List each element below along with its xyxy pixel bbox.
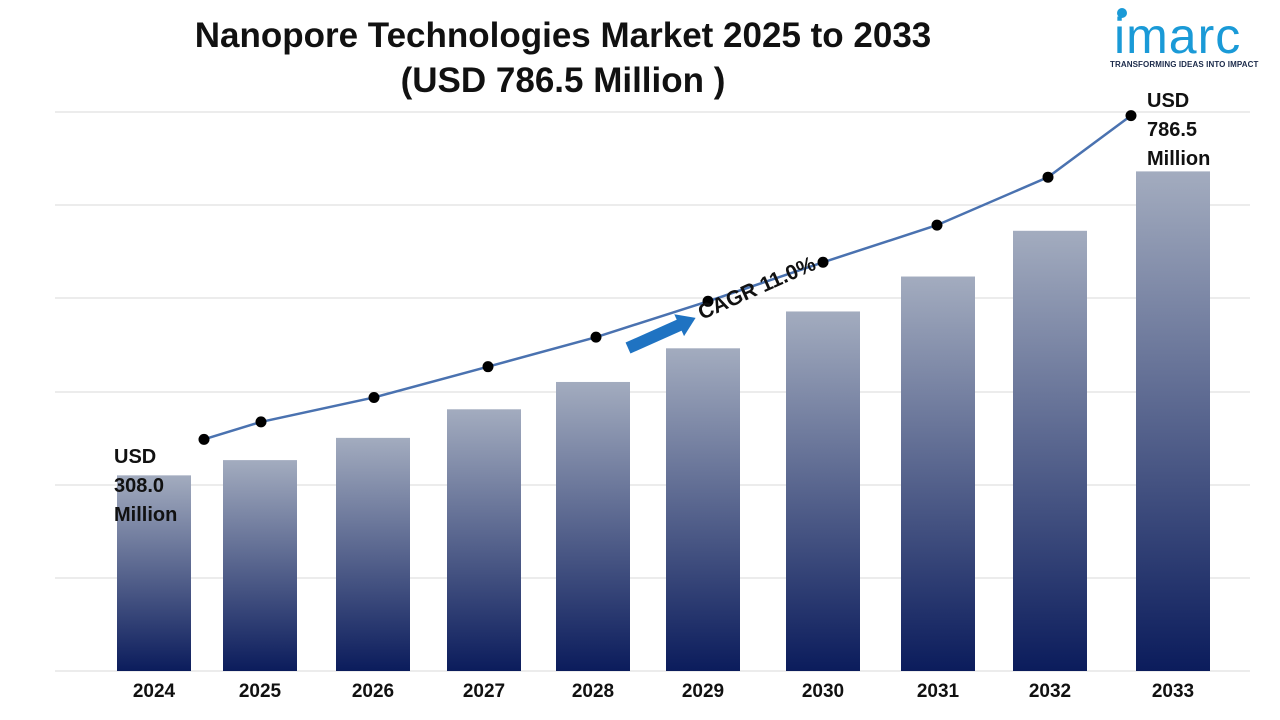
x-tick-label: 2033: [1152, 681, 1194, 702]
x-tick-label: 2025: [239, 681, 282, 702]
data-point: [817, 256, 829, 268]
x-tick-labels: 2024 2025 2026 2027 2028 2029 2030 2031 2032 2033: [133, 681, 1194, 702]
bar: [1013, 230, 1087, 671]
x-tick-label: 2032: [1029, 681, 1071, 702]
bar: [666, 348, 740, 671]
bar: [1136, 171, 1210, 672]
x-tick-label: 2030: [802, 681, 844, 702]
data-point: [702, 295, 714, 307]
bar: [786, 311, 860, 671]
logo-text: imarc: [1114, 8, 1242, 64]
end-value-label: Million: [1147, 148, 1210, 170]
start-value-label: 308.0: [114, 475, 164, 497]
logo-dot-icon: [1117, 8, 1127, 18]
start-value-label: Million: [114, 504, 177, 526]
data-point: [368, 391, 380, 403]
data-point: [1042, 171, 1054, 183]
end-value-label: USD: [1147, 90, 1189, 112]
end-value-label: 786.5: [1147, 119, 1197, 141]
trend-line: [198, 110, 1137, 445]
data-point: [931, 219, 943, 231]
data-point: [590, 331, 602, 343]
x-tick-label: 2024: [133, 681, 176, 702]
bars: [117, 171, 1210, 672]
chart-subtitle: (USD 786.5 Million ): [400, 61, 726, 100]
data-point: [198, 433, 210, 445]
trend-line-path: [203, 114, 1132, 441]
x-tick-label: 2029: [682, 681, 724, 702]
bar: [117, 475, 191, 671]
bar: [336, 437, 410, 671]
x-tick-label: 2026: [352, 681, 394, 702]
data-point: [1125, 110, 1137, 122]
bar: [556, 381, 630, 671]
logo-wordmark: imarc: [1110, 8, 1270, 64]
imarc-logo: imarc TRANSFORMING IDEAS INTO IMPACT: [1110, 8, 1270, 69]
x-tick-label: 2027: [463, 681, 505, 702]
start-value-label: USD: [114, 446, 156, 468]
bar: [223, 460, 297, 671]
x-tick-label: 2028: [572, 681, 614, 702]
data-point: [482, 361, 494, 373]
x-tick-label: 2031: [917, 681, 960, 702]
data-point: [255, 416, 267, 428]
chart-title: Nanopore Technologies Market 2025 to 203…: [194, 16, 932, 55]
bar: [901, 276, 975, 671]
cagr-arrow-icon: [625, 314, 696, 354]
bar: [447, 409, 521, 671]
logo-tagline: TRANSFORMING IDEAS INTO IMPACT: [1110, 60, 1259, 69]
